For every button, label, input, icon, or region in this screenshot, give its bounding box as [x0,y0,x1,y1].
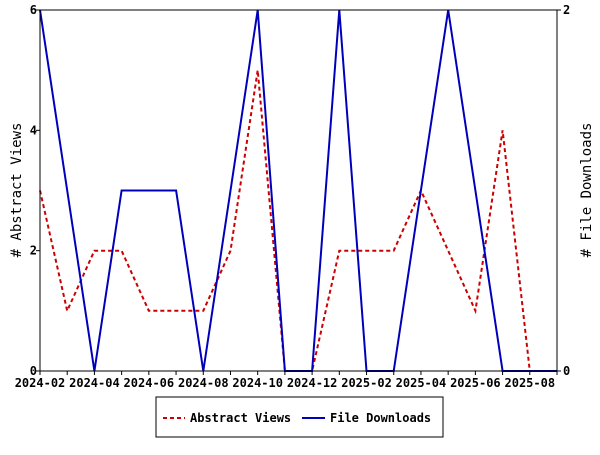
x-tick-label: 2024-02 [15,376,66,390]
y-axis-label: # Abstract Views [9,123,25,258]
plot-frame [40,10,557,371]
y2-axis-label: # File Downloads [579,123,595,258]
y-tick-label: 4 [30,123,37,137]
x-tick-label: 2024-06 [124,376,175,390]
x-tick-label: 2024-10 [232,376,283,390]
y-tick-label: 2 [30,244,37,258]
legend-label-abstract-views: Abstract Views [190,411,291,425]
x-tick-label: 2024-12 [287,376,338,390]
legend: Abstract Views File Downloads [156,397,443,437]
y-tick-label: 0 [30,364,37,378]
x-tick-label: 2025-06 [450,376,501,390]
x-tick-label: 2024-04 [69,376,120,390]
x-tick-label: 2025-02 [341,376,392,390]
y-tick-label: 6 [30,3,37,17]
series-line-abstract-views [40,70,530,371]
y2-tick-label: 2 [563,3,570,17]
x-tick-label: 2025-04 [396,376,447,390]
x-tick-label: 2025-08 [505,376,556,390]
series-line-file-downloads [40,10,557,371]
y2-tick-label: 0 [563,364,570,378]
legend-label-file-downloads: File Downloads [330,411,431,425]
x-tick-label: 2024-08 [178,376,229,390]
